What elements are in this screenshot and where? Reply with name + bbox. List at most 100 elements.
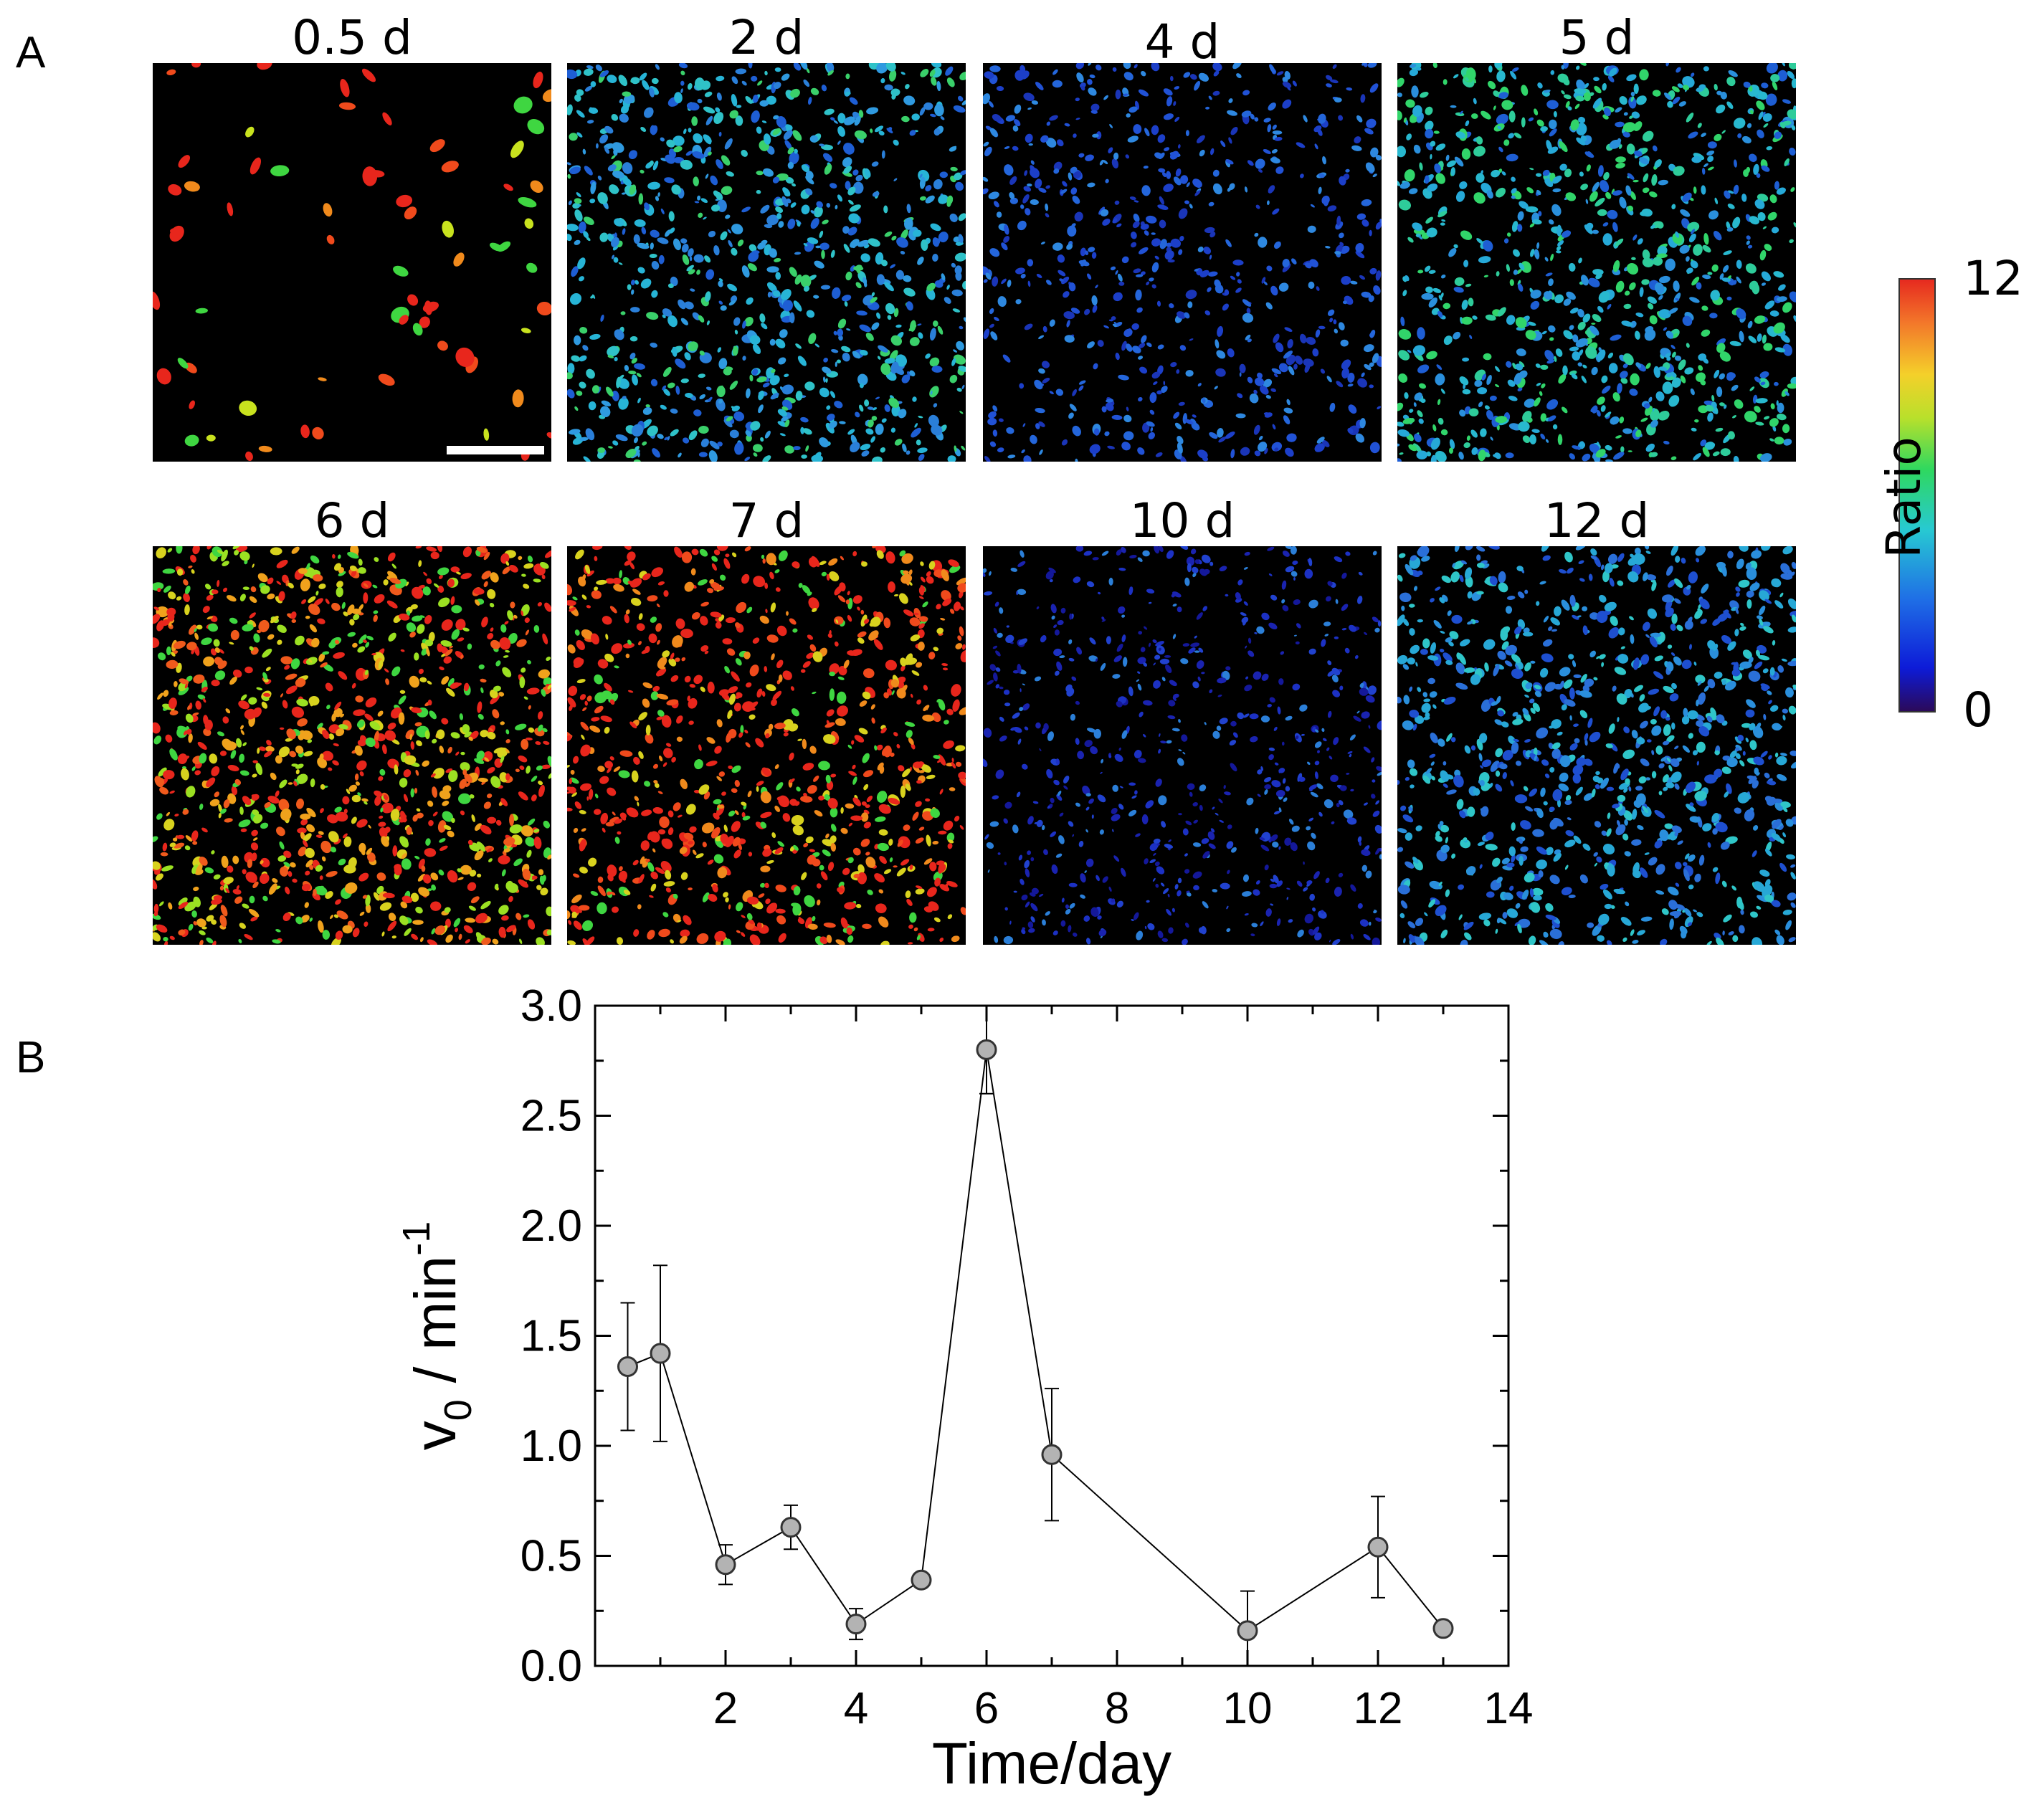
- micrograph-speck: [1271, 368, 1282, 375]
- micrograph-speck: [235, 546, 248, 553]
- micrograph-speck: [1161, 938, 1169, 943]
- micrograph-speck: [1675, 297, 1680, 301]
- micrograph-speck: [306, 807, 316, 818]
- micrograph-speck: [365, 737, 376, 748]
- micrograph-speck: [840, 917, 848, 929]
- micrograph-speck: [1180, 175, 1189, 184]
- micrograph-speck: [376, 872, 386, 881]
- micrograph-speck: [249, 612, 256, 619]
- micrograph-speck: [1151, 238, 1161, 247]
- micrograph-speck: [805, 836, 814, 844]
- micrograph-speck: [629, 184, 637, 195]
- micrograph-speck: [1235, 287, 1242, 293]
- micrograph-speck: [543, 820, 551, 829]
- micrograph-speck: [729, 429, 739, 439]
- micrograph-speck: [418, 584, 425, 589]
- micrograph-speck: [1253, 389, 1258, 394]
- micrograph-speck: [1712, 451, 1720, 457]
- micrograph-speck: [1167, 715, 1176, 720]
- micrograph-speck: [426, 546, 437, 552]
- micrograph-speck: [1100, 771, 1103, 774]
- micrograph-speck: [900, 657, 907, 667]
- micrograph-speck: [1138, 89, 1149, 97]
- micrograph-speck: [1538, 211, 1542, 216]
- micrograph-speck: [735, 68, 747, 75]
- micrograph-speck: [462, 546, 472, 558]
- micrograph-speck: [378, 373, 395, 386]
- micrograph-speck: [919, 196, 926, 201]
- micrograph-speck: [414, 652, 419, 661]
- micrograph-speck: [1529, 168, 1534, 171]
- micrograph-speck: [919, 616, 928, 622]
- micrograph-speck: [270, 547, 282, 556]
- micrograph-speck: [1458, 452, 1464, 460]
- micrograph-speck: [418, 887, 430, 897]
- micrograph-speck: [705, 173, 709, 179]
- micrograph-speck: [1539, 391, 1543, 396]
- micrograph-speck: [1192, 572, 1197, 578]
- micrograph-speck: [620, 311, 626, 315]
- micrograph-speck: [1736, 308, 1746, 320]
- micrograph-speck: [1435, 143, 1446, 151]
- scale-bar: [447, 446, 544, 454]
- micrograph-speck: [731, 671, 740, 682]
- micrograph-speck: [1244, 551, 1250, 556]
- micrograph-speck: [1589, 443, 1600, 454]
- micrograph-speck: [409, 733, 413, 740]
- micrograph-speck: [414, 855, 420, 859]
- micrograph-speck: [315, 864, 323, 872]
- micrograph-speck: [685, 151, 693, 156]
- micrograph-speck: [1263, 149, 1271, 154]
- micrograph-speck: [341, 601, 346, 609]
- micrograph-speck: [1202, 606, 1208, 611]
- micrograph-speck: [364, 670, 369, 675]
- micrograph-speck: [490, 572, 499, 583]
- micrograph-speck: [842, 157, 852, 168]
- micrograph-speck: [803, 428, 812, 435]
- micrograph-speck: [1601, 375, 1608, 383]
- micrograph-speck: [1166, 171, 1171, 179]
- micrograph-speck: [217, 579, 220, 587]
- micrograph-speck: [217, 660, 227, 670]
- micrograph-speck: [713, 190, 720, 197]
- micrograph-speck: [1399, 452, 1404, 455]
- micrograph-speck: [1430, 153, 1432, 160]
- micrograph-speck: [313, 888, 317, 896]
- micrograph-speck: [1578, 257, 1582, 264]
- micrograph-speck: [464, 773, 472, 783]
- micrograph-speck: [1349, 734, 1356, 740]
- micrograph-speck: [1365, 695, 1375, 703]
- micrograph-speck: [1242, 299, 1252, 307]
- micrograph-speck: [614, 665, 619, 669]
- micrograph-speck: [453, 252, 465, 267]
- micrograph-speck: [360, 735, 367, 745]
- micrograph-speck: [1100, 209, 1109, 216]
- micrograph-speck: [908, 738, 914, 745]
- micrograph-speck: [569, 293, 582, 305]
- micrograph-speck: [248, 697, 257, 705]
- micrograph-speck: [874, 873, 885, 883]
- micrograph-speck: [332, 760, 339, 766]
- micrograph-speck: [1325, 246, 1331, 249]
- micrograph-speck: [1653, 366, 1661, 378]
- micrograph-speck: [330, 847, 337, 853]
- micrograph-speck: [1007, 280, 1012, 287]
- micrograph-speck: [222, 716, 229, 724]
- micrograph-speck: [851, 649, 862, 657]
- micrograph-speck: [1059, 812, 1064, 817]
- micrograph-speck: [777, 841, 784, 847]
- micrograph-speck: [310, 555, 320, 564]
- micrograph-speck: [1322, 738, 1327, 742]
- micrograph-speck: [880, 259, 888, 267]
- micrograph-speck: [1036, 273, 1042, 279]
- micrograph-speck: [866, 796, 873, 802]
- micrograph-speck: [906, 450, 911, 455]
- micrograph-speck: [1416, 450, 1428, 459]
- micrograph-speck: [619, 750, 633, 757]
- micrograph-speck: [1068, 882, 1078, 887]
- micrograph-speck: [1397, 92, 1402, 97]
- micrograph-speck: [856, 310, 868, 316]
- micrograph-speck: [875, 903, 887, 914]
- micrograph-speck: [1157, 204, 1169, 210]
- micrograph-speck: [251, 794, 260, 799]
